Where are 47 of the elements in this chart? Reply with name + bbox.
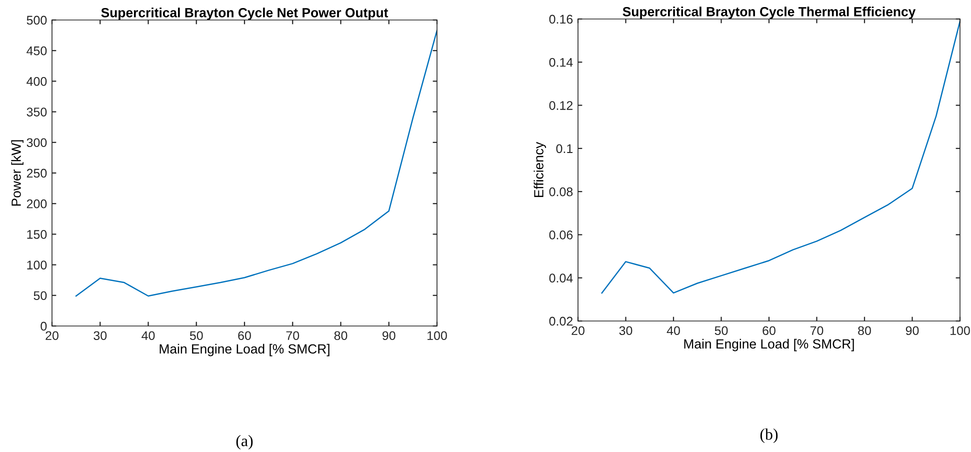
y-tick-label: 0 <box>40 322 47 331</box>
y-tick-label: 250 <box>26 168 47 178</box>
x-axis-title: Main Engine Load [% SMCR] <box>684 338 854 352</box>
y-tick-label: 0.02 <box>549 316 573 326</box>
x-tick-label: 80 <box>858 326 871 336</box>
y-tick-label: 100 <box>27 260 47 270</box>
y-tick-label: 500 <box>26 16 47 25</box>
y-tick-label: 200 <box>26 199 47 208</box>
y-tick-label: 0.16 <box>549 14 573 24</box>
y-tick-label: 150 <box>27 230 47 239</box>
x-tick-label: 60 <box>762 326 776 336</box>
y-tick-label: 0.06 <box>549 230 573 240</box>
x-tick-label: 50 <box>714 326 728 336</box>
x-tick-label: 40 <box>666 326 680 336</box>
x-tick-label: 20 <box>46 331 58 340</box>
x-tick-label: 40 <box>142 331 155 340</box>
y-tick-label: 50 <box>34 291 47 300</box>
x-tick-label: 60 <box>238 331 251 340</box>
text: (b) <box>760 428 778 443</box>
y-axis-title: Efficiency <box>534 142 546 198</box>
x-axis-title: Main Engine Load [% SMCR] <box>160 344 330 356</box>
x-tick-label: 90 <box>382 331 396 340</box>
x-tick-label: 80 <box>334 331 348 340</box>
y-tick-label: 0.12 <box>549 101 573 110</box>
x-tick-label: 90 <box>906 326 919 336</box>
y-tick-label: 300 <box>26 138 47 148</box>
x-tick-label: 100 <box>950 326 970 336</box>
chart-title: Supercritical Brayton Cycle Thermal Efficiency <box>622 6 916 19</box>
x-tick-label: 70 <box>810 326 824 336</box>
text: (a) <box>236 435 253 450</box>
x-tick-label: 30 <box>94 331 107 340</box>
x-tick-label: 30 <box>619 326 632 336</box>
line-series <box>601 20 960 294</box>
line-series <box>75 30 437 297</box>
y-tick-label: 0.1 <box>556 144 573 154</box>
x-tick-label: 50 <box>190 331 203 340</box>
y-tick-label: 0.14 <box>549 58 573 67</box>
y-tick-label: 450 <box>26 46 47 56</box>
x-tick-label: 20 <box>572 326 584 336</box>
y-tick-label: 350 <box>26 108 47 116</box>
chart-title: Supercritical Brayton Cycle Net Power Output <box>101 8 388 20</box>
x-tick-label: 100 <box>428 331 447 340</box>
y-tick-label: 400 <box>26 77 47 86</box>
y-axis-title: Power [kW] <box>11 140 24 206</box>
x-tick-label: 70 <box>286 331 300 340</box>
y-tick-label: 0.04 <box>549 274 573 283</box>
y-tick-label: 0.08 <box>549 187 573 196</box>
